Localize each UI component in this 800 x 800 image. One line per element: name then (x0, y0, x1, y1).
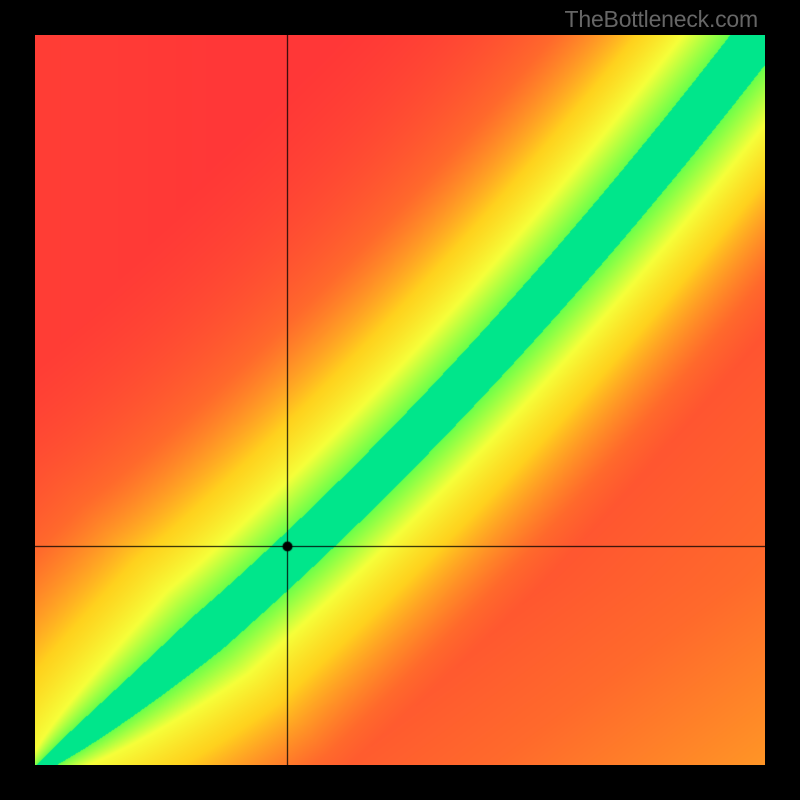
bottleneck-heatmap (35, 35, 765, 765)
watermark-label: TheBottleneck.com (565, 6, 758, 33)
